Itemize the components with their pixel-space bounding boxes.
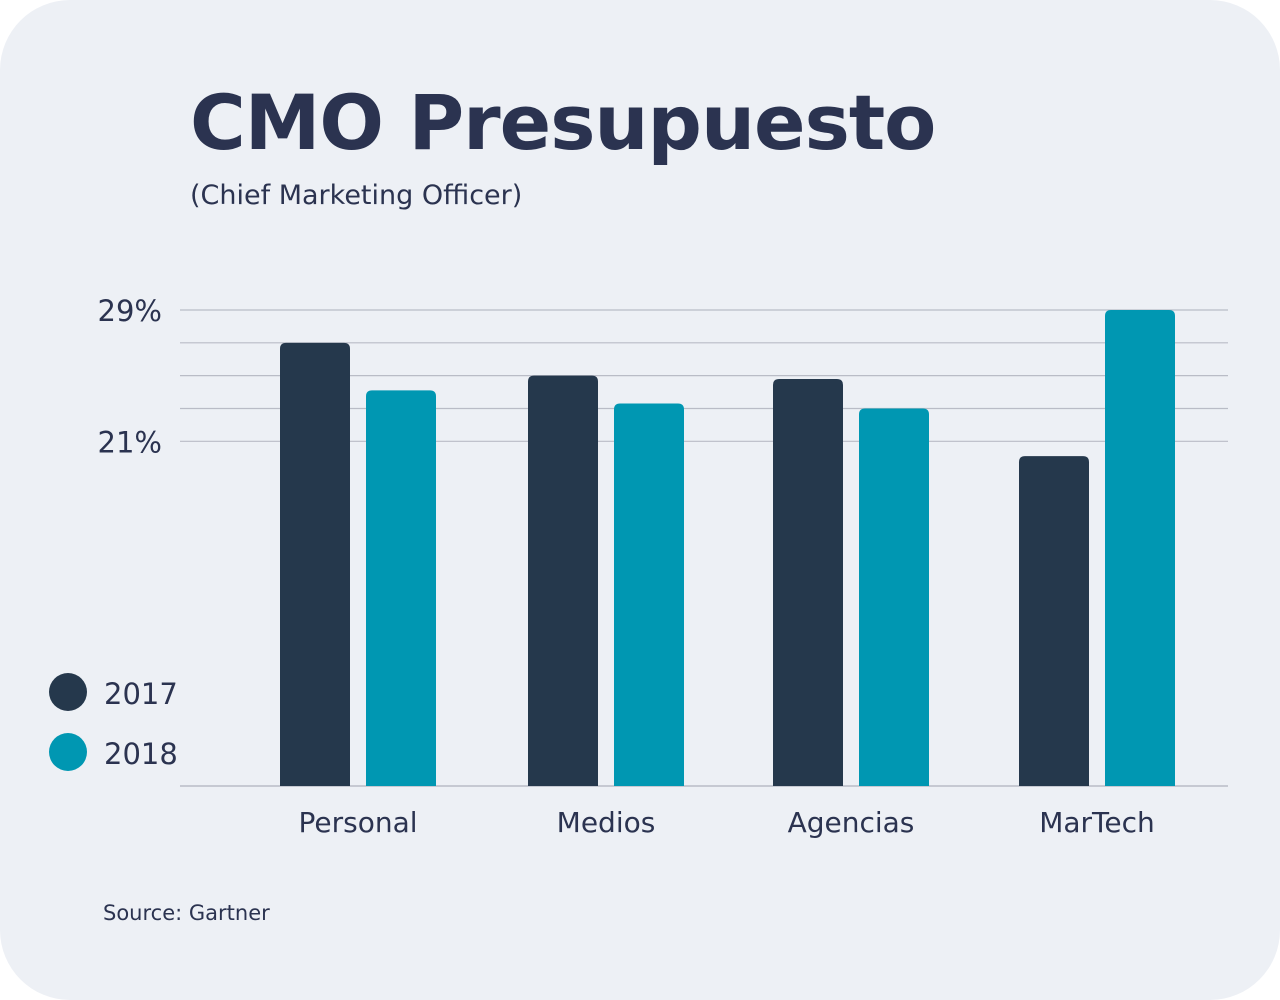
bar-2018-agencias [859,408,929,786]
y-tick-label: 21% [98,425,162,459]
legend-label-2017: 2017 [104,677,178,711]
x-category-label: MarTech [1039,806,1155,839]
bar-2017-medios [528,375,598,786]
bar-2018-medios [614,403,684,786]
chart-title: CMO Presupuesto [190,78,936,167]
axis-labels: 21% 29% Personal Medios Agencias MarTech [98,294,1155,839]
legend: 2017 2018 [49,673,178,771]
x-category-label: Personal [298,806,417,839]
bar-2018-personal [366,390,436,786]
y-tick-label: 29% [98,294,162,328]
chart-subtitle: (Chief Marketing Officer) [190,180,523,211]
bars [280,310,1175,786]
x-category-label: Agencias [788,806,915,839]
bar-2017-agencias [773,378,843,786]
legend-swatch-2017 [49,673,87,711]
x-category-label: Medios [557,806,656,839]
bar-2017-personal [280,342,350,786]
bar-2018-martech [1105,310,1175,786]
source-note: Source: Gartner [103,901,270,925]
legend-swatch-2018 [49,733,87,771]
legend-label-2018: 2018 [104,737,178,771]
bar-2017-martech [1019,456,1089,786]
